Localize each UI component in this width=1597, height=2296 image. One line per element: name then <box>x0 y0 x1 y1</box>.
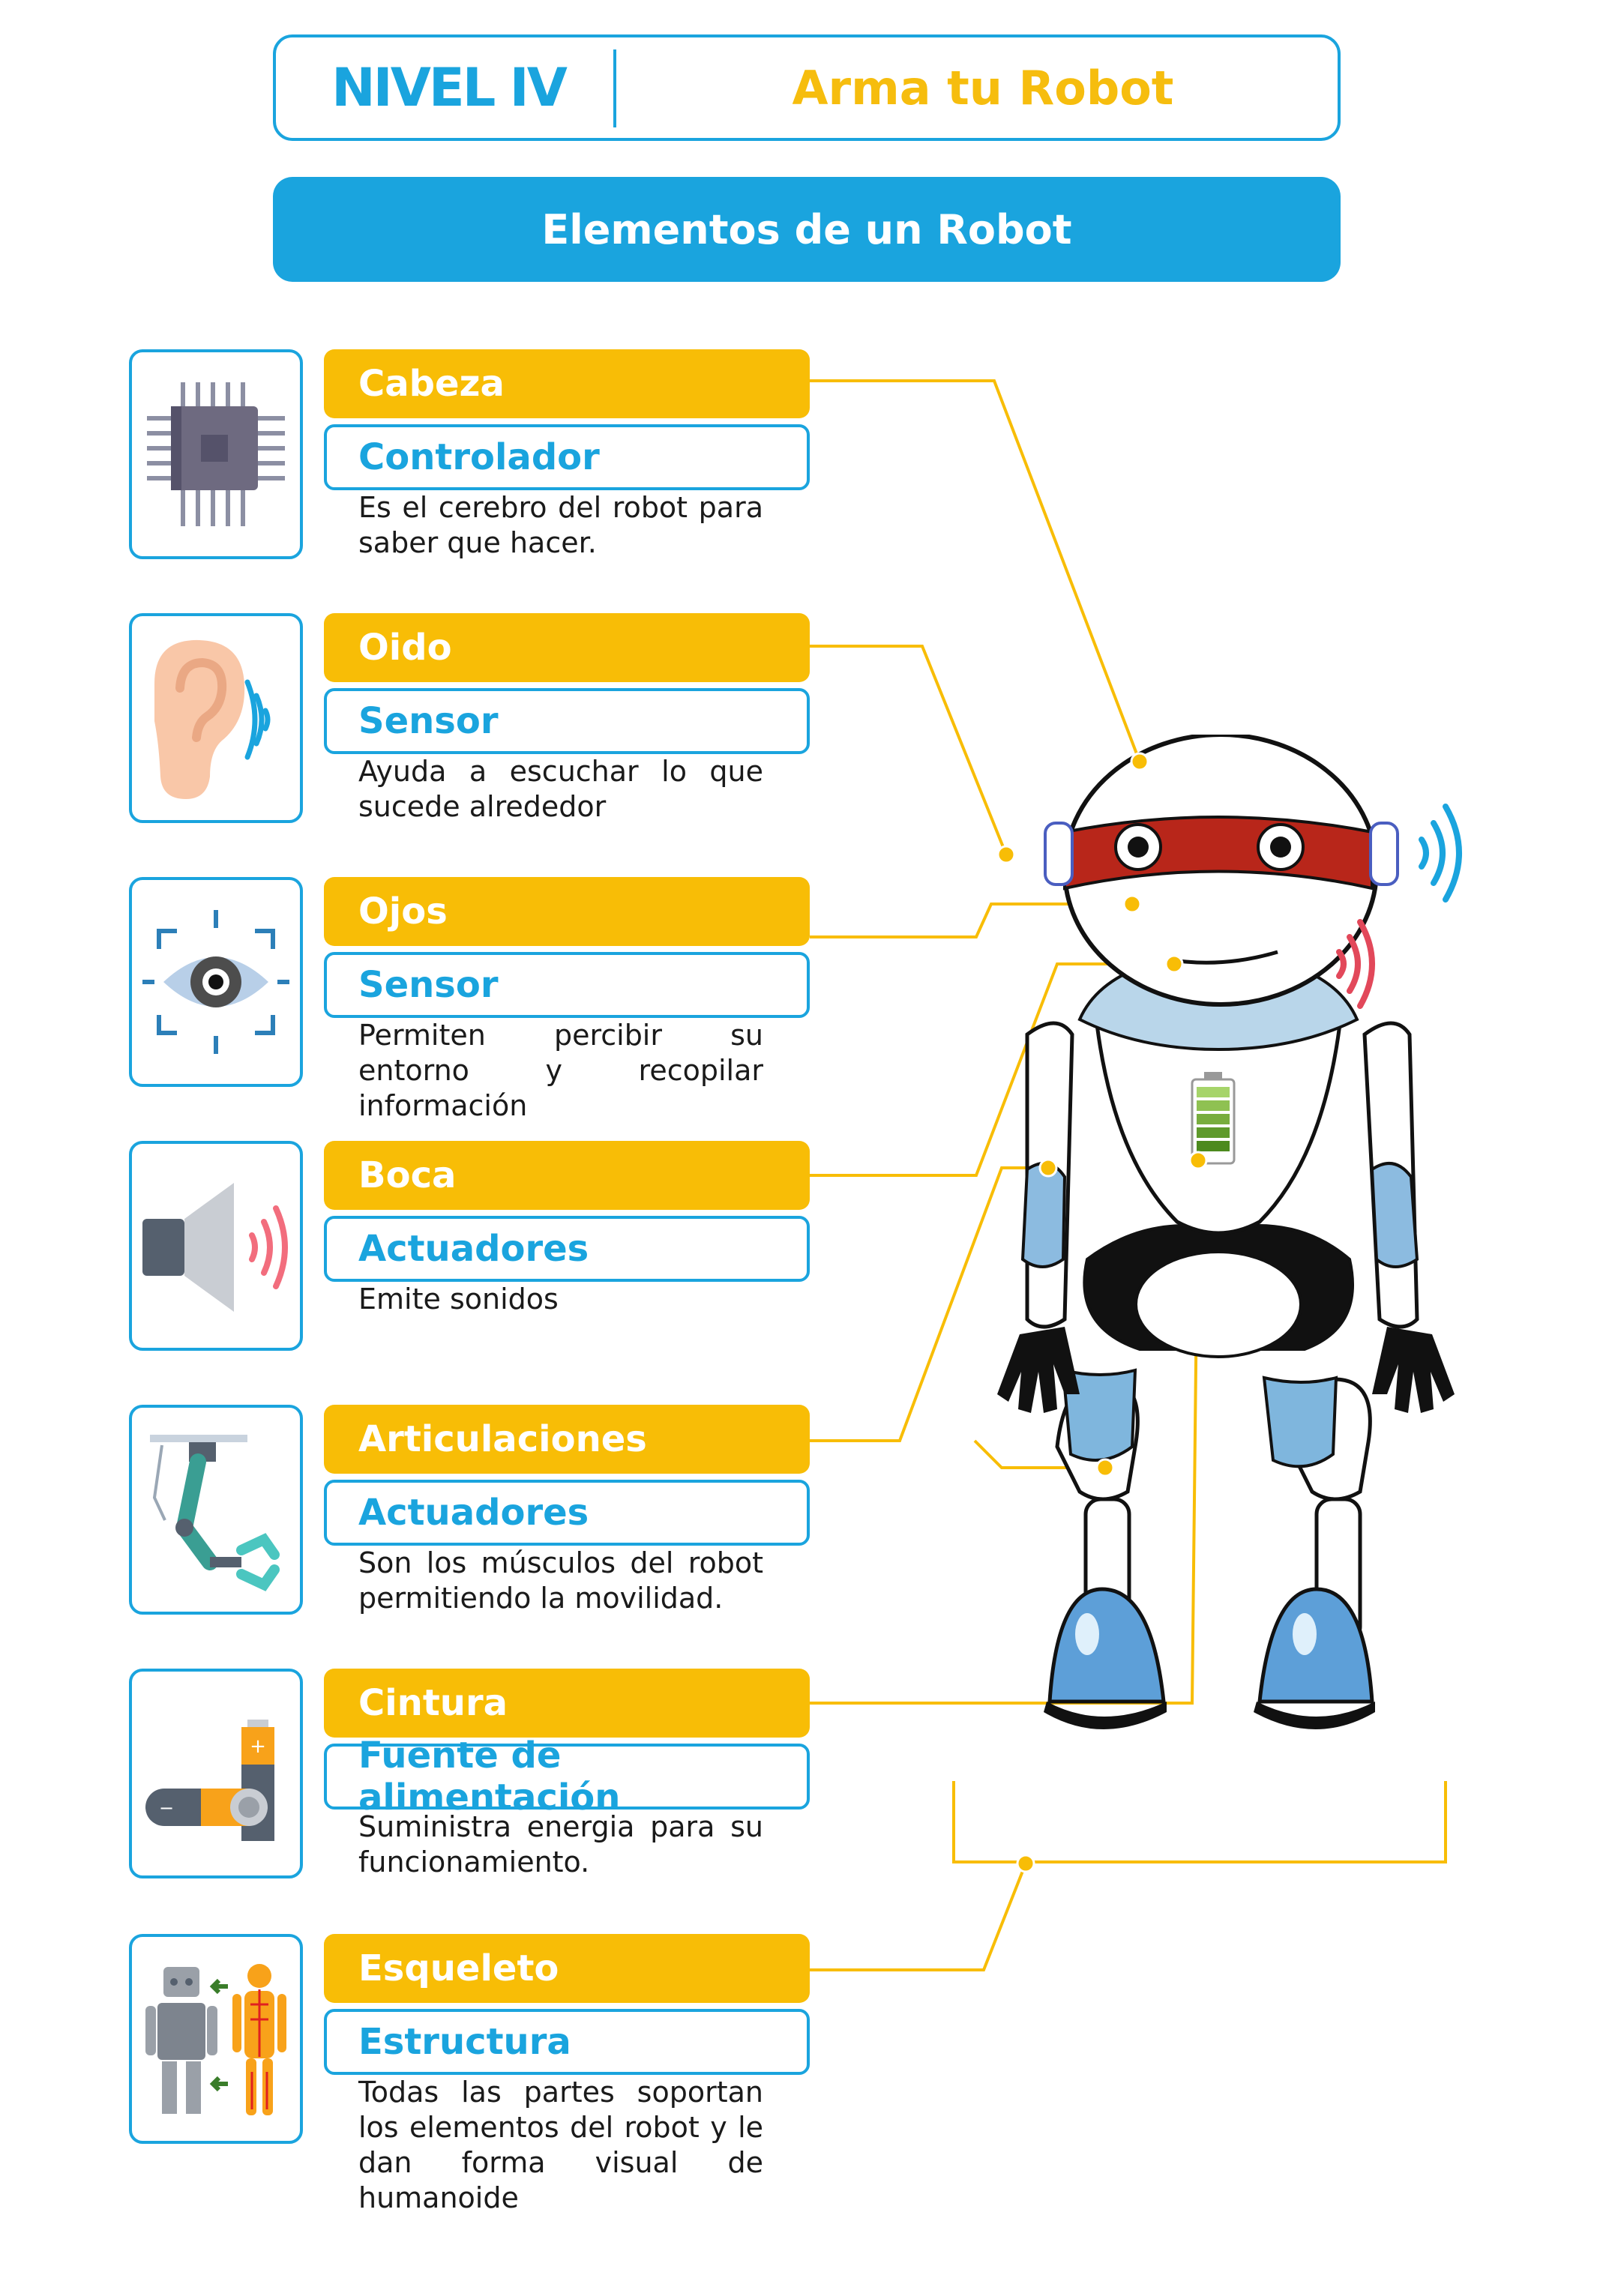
description-boca: Emite sonidos <box>358 1283 559 1316</box>
part-label-boca: Boca <box>324 1141 810 1210</box>
robot-skeleton-icon <box>145 1964 286 2115</box>
icon-box-esqueleto <box>129 1934 303 2144</box>
type-label-actuadores-articulaciones: Actuadores <box>324 1480 810 1546</box>
description-cintura: Suministra energia para su funcionamient… <box>358 1810 763 1878</box>
header-subtitle: Arma tu Robot <box>792 60 1174 115</box>
type-label-fuente: Fuente de alimentación <box>324 1735 810 1819</box>
svg-text:−: − <box>159 1798 174 1819</box>
icon-box-boca <box>129 1141 303 1351</box>
ear-sound-icon <box>154 639 271 799</box>
battery-icon: + − <box>145 1720 274 1841</box>
type-label-actuadores-boca: Actuadores <box>324 1216 810 1282</box>
robot-battery <box>1191 1072 1236 1165</box>
header-box: NIVEL IV Arma tu Robot <box>273 34 1341 141</box>
part-label-cabeza: Cabeza <box>324 349 810 418</box>
description-articulaciones: Son los músculos del robot permitiendo l… <box>358 1546 763 1615</box>
robotic-arm-icon <box>150 1435 280 1591</box>
part-label-oido: Oido <box>324 613 810 682</box>
svg-text:+: + <box>250 1735 266 1758</box>
icon-box-articulaciones <box>129 1405 303 1615</box>
description-ojos: Permiten percibir su entorno y recopilar… <box>358 1019 763 1122</box>
robot-voice-waves <box>1336 919 1375 1009</box>
type-label-estructura: Estructura <box>324 2009 810 2075</box>
description-esqueleto: Todas las partes soportan los elementos … <box>358 2076 763 2214</box>
level-title: NIVEL IV <box>331 57 568 118</box>
speaker-icon <box>142 1183 288 1312</box>
robot-legs <box>1044 1368 1375 1729</box>
type-label-sensor-oido: Sensor <box>324 688 810 754</box>
skeleton-bracket <box>952 1781 1447 1863</box>
icon-box-cintura: + − <box>129 1669 303 1878</box>
part-label-articulaciones: Articulaciones <box>324 1405 810 1474</box>
connector-esqueleto <box>810 1863 1027 1971</box>
microchip-icon <box>147 382 285 526</box>
part-label-ojos: Ojos <box>324 877 810 946</box>
part-label-cintura: Cintura <box>324 1669 810 1738</box>
robot-ear-left <box>1044 822 1074 886</box>
connector-cabeza <box>810 379 1141 762</box>
type-label-controlador: Controlador <box>324 424 810 490</box>
robot-illustration <box>997 735 1462 1729</box>
section-banner: Elementos de un Robot <box>273 177 1341 282</box>
part-label-esqueleto: Esqueleto <box>324 1934 810 2003</box>
icon-box-ojos <box>129 877 303 1087</box>
connector-ojos <box>810 903 1132 938</box>
icon-box-oido <box>129 613 303 823</box>
connector-articulaciones-a <box>810 1166 1048 1442</box>
icon-box-cabeza <box>129 349 303 559</box>
description-cabeza: Es el cerebro del robot para saber que h… <box>358 491 763 559</box>
description-oido: Ayuda a escuchar lo que sucede alrededor <box>358 755 763 823</box>
connector-oido <box>810 645 1008 855</box>
robot-sound-waves <box>1419 804 1462 903</box>
eye-scan-icon <box>142 910 289 1054</box>
type-label-sensor-ojos: Sensor <box>324 952 810 1018</box>
robot-ear-right <box>1369 822 1399 886</box>
header-divider <box>613 49 616 127</box>
